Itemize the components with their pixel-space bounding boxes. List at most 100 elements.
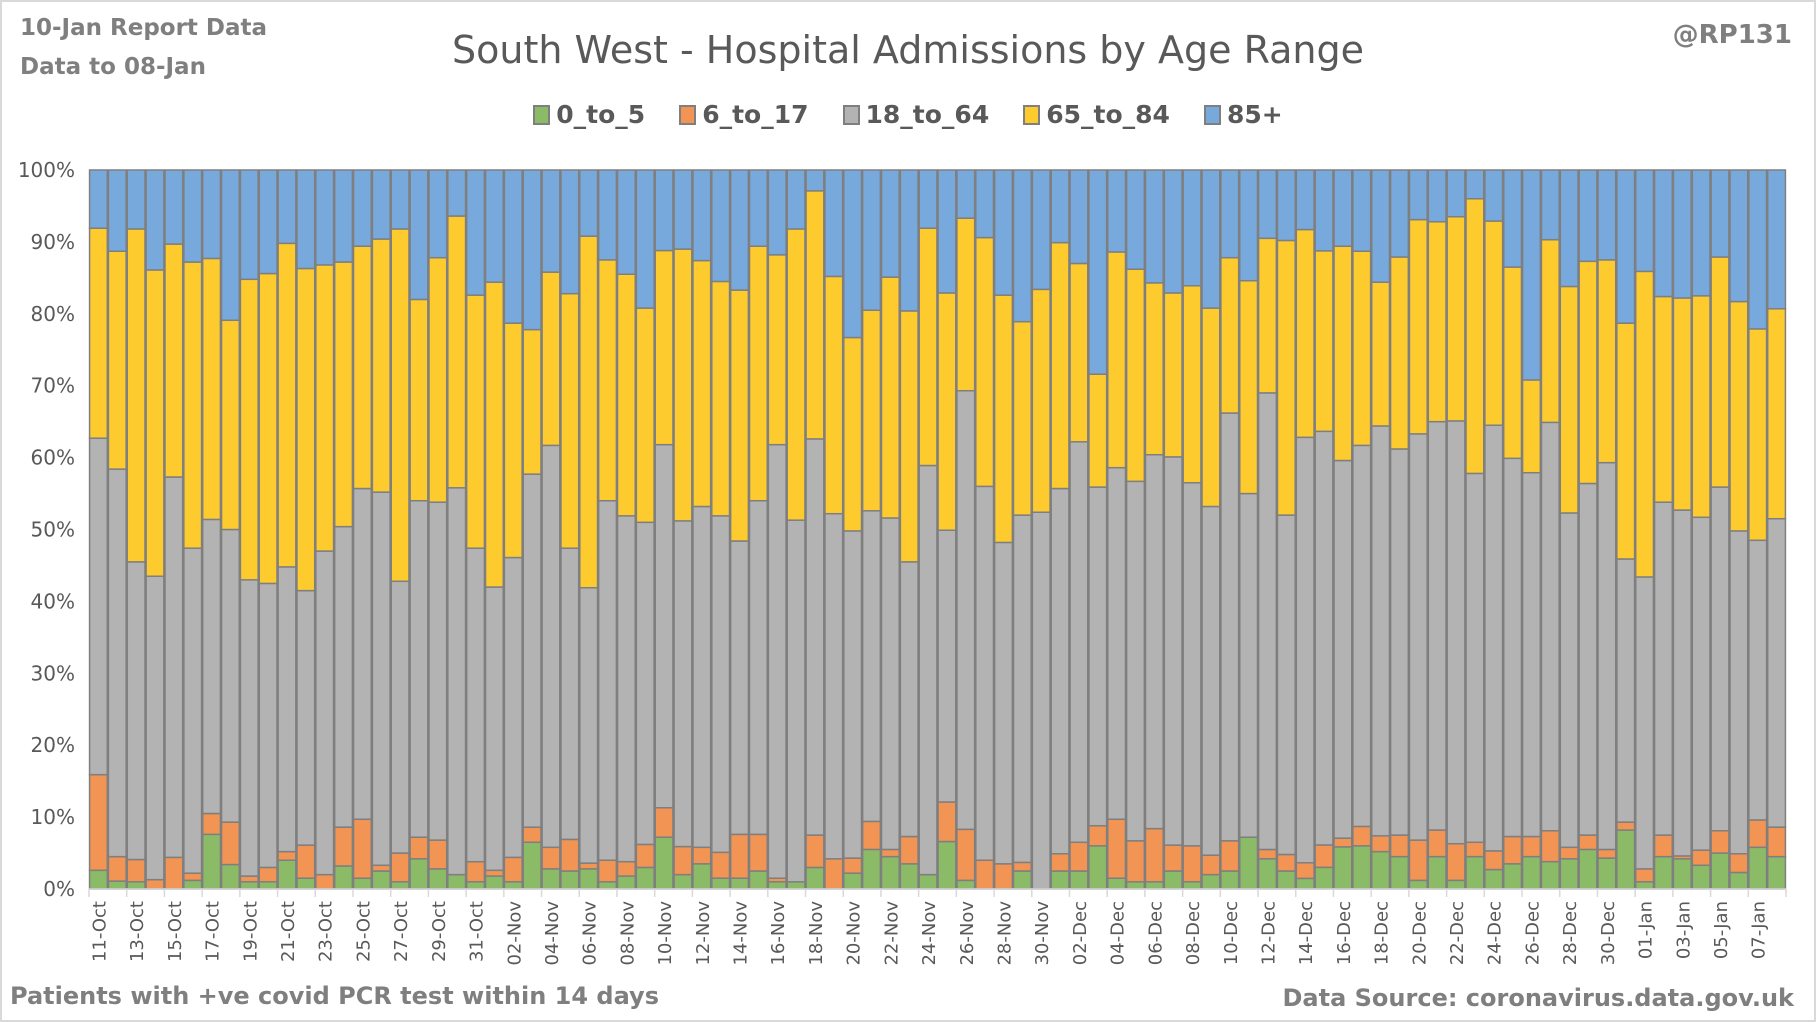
bar-segment-0-to-5	[579, 868, 599, 890]
bar-segment-6-to-17	[654, 807, 674, 838]
bar-segment-0-to-5	[1333, 846, 1353, 890]
y-axis: 0% 10% 20% 30% 40% 50% 60% 70% 80% 90% 100%	[18, 158, 75, 901]
bar-segment-65-to-84	[409, 298, 429, 502]
bar-stack	[1446, 169, 1466, 890]
bar-segment-0-to-5	[277, 859, 297, 890]
bar-segment-6-to-17	[296, 844, 316, 879]
x-tick-label: 04-Dec	[1108, 901, 1129, 965]
bar-segment-0-to-5	[1239, 836, 1259, 890]
bar-segment-0-to-5	[409, 858, 429, 890]
x-tick-label: 19-Oct	[240, 901, 261, 962]
bar-segment-6-to-17	[428, 839, 448, 870]
bar-segment-0-to-5	[1748, 846, 1768, 890]
x-tick-label: 29-Oct	[429, 901, 450, 962]
bar-segment-18-to-64	[277, 566, 297, 853]
bar-segment-65-to-84	[1729, 300, 1749, 532]
bar-stack	[579, 169, 599, 890]
bar-segment-0-to-5	[1125, 881, 1146, 890]
bar-segment-85-	[1182, 169, 1202, 287]
bar-segment-18-to-64	[1389, 448, 1410, 836]
bar-segment-6-to-17	[1540, 830, 1560, 863]
bar-segment-0-to-5	[107, 880, 127, 890]
bar-segment-6-to-17	[1578, 834, 1598, 851]
bar-stack	[503, 169, 523, 890]
bar-segment-6-to-17	[1107, 818, 1127, 879]
bar-segment-85-	[805, 169, 825, 192]
bar-segment-18-to-64	[1239, 492, 1259, 838]
bar-segment-65-to-84	[1333, 245, 1353, 462]
bar-stack	[654, 169, 674, 890]
legend-swatch	[1203, 104, 1221, 125]
bar-segment-18-to-64	[1521, 471, 1542, 838]
bar-segment-85-	[1653, 169, 1674, 298]
bar-segment-6-to-17	[371, 864, 391, 872]
bar-segment-65-to-84	[937, 292, 957, 531]
bar-segment-65-to-84	[1257, 237, 1278, 394]
bar-segment-6-to-17	[220, 821, 241, 866]
bar-segment-0-to-5	[1427, 855, 1447, 890]
bar-segment-65-to-84	[899, 310, 919, 563]
bar-segment-18-to-64	[579, 586, 599, 864]
bar-segment-65-to-84	[277, 242, 297, 568]
bar-segment-6-to-17	[616, 860, 636, 877]
bar-segment-18-to-64	[1276, 514, 1296, 856]
bar-segment-6-to-17	[1182, 845, 1202, 883]
bar-segment-18-to-64	[1597, 461, 1617, 851]
bar-stack	[371, 169, 391, 890]
bar-stack	[1125, 169, 1146, 890]
y-tick-label: 70%	[31, 374, 75, 398]
bar-segment-65-to-84	[88, 227, 109, 439]
bar-stack	[239, 169, 259, 890]
bar-segment-85-	[1616, 169, 1636, 324]
bar-segment-85-	[1540, 169, 1560, 241]
legend: 0_to_5 6_to_17 18_to_64 65_to_84 85+	[0, 100, 1816, 129]
bar-segment-6-to-17	[465, 860, 486, 883]
bar-stack	[1163, 169, 1183, 890]
bar-segment-0-to-5	[956, 879, 976, 890]
bar-stack	[560, 169, 580, 890]
bar-segment-0-to-5	[447, 873, 467, 890]
x-tick-label: 17-Oct	[203, 901, 224, 962]
bar-segment-0-to-5	[1634, 881, 1655, 890]
y-tick-label: 0%	[43, 877, 75, 901]
bar-segment-0-to-5	[1107, 877, 1127, 890]
bar-stack	[1276, 169, 1296, 890]
bar-segment-85-	[164, 169, 184, 245]
chart-title: South West - Hospital Admissions by Age …	[451, 28, 1365, 72]
bar-segment-65-to-84	[1634, 270, 1655, 578]
bar-stack	[805, 169, 825, 890]
bar-segment-18-to-64	[635, 521, 655, 846]
bar-stack	[201, 169, 222, 890]
x-tick-label: 05-Jan	[1711, 901, 1732, 959]
bar-segment-65-to-84	[296, 267, 316, 592]
bar-segment-65-to-84	[1540, 238, 1560, 424]
bar-stack	[597, 169, 618, 890]
bar-stack	[1389, 169, 1410, 890]
bar-segment-85-	[541, 169, 561, 273]
bar-stack	[390, 169, 410, 890]
bar-segment-0-to-5	[1540, 860, 1560, 890]
bar-segment-65-to-84	[541, 271, 561, 447]
bar-segment-65-to-84	[333, 261, 354, 528]
bar-segment-18-to-64	[899, 561, 919, 838]
bar-segment-65-to-84	[447, 215, 467, 489]
bar-segment-65-to-84	[1069, 262, 1089, 443]
bar-segment-85-	[126, 169, 146, 230]
bar-segment-65-to-84	[1107, 251, 1127, 469]
bar-segment-6-to-17	[503, 856, 523, 883]
bar-segment-0-to-5	[484, 875, 505, 890]
bar-segment-85-	[1239, 169, 1259, 282]
bar-segment-65-to-84	[503, 322, 523, 559]
bar-segment-0-to-5	[1597, 857, 1617, 890]
bar-segment-85-	[258, 169, 278, 275]
bar-segment-6-to-17	[673, 845, 693, 876]
x-tick-label: 11-Oct	[89, 901, 110, 962]
bar-segment-18-to-64	[1427, 420, 1447, 831]
legend-swatch	[1023, 104, 1041, 125]
bar-segment-0-to-5	[220, 863, 241, 890]
bar-segment-0-to-5	[1314, 866, 1334, 890]
bar-segment-6-to-17	[352, 818, 373, 879]
bar-segment-0-to-5	[673, 873, 693, 890]
bar-segment-65-to-84	[1597, 259, 1617, 464]
bar-segment-85-	[616, 169, 636, 276]
